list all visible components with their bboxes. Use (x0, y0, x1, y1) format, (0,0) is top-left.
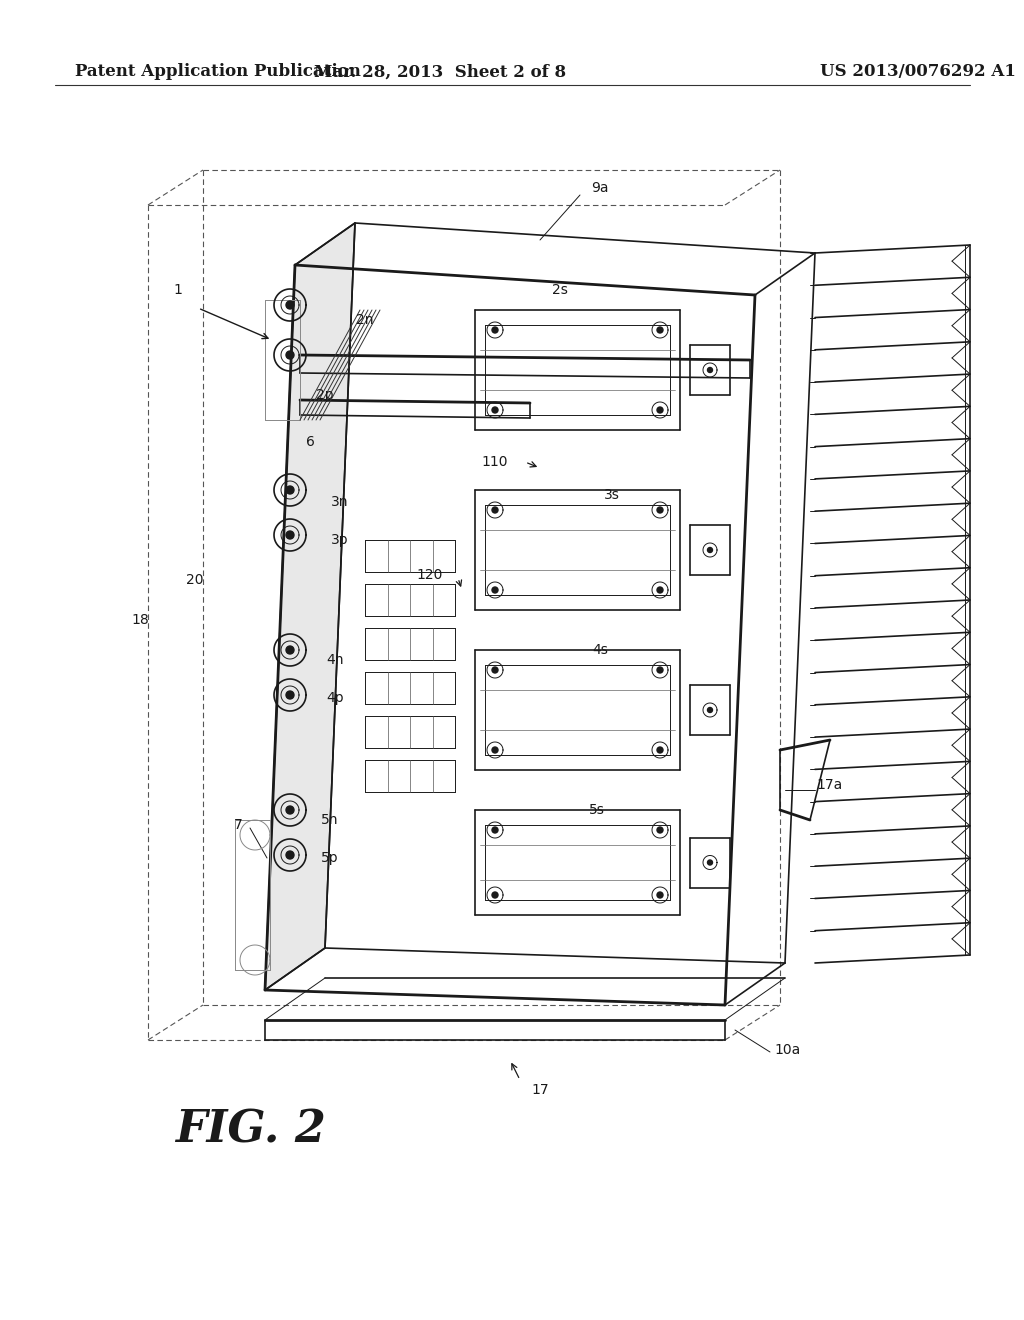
Text: 20: 20 (186, 573, 204, 587)
Text: 4p: 4p (327, 690, 344, 705)
Circle shape (657, 327, 663, 333)
Circle shape (708, 708, 713, 713)
Text: 2s: 2s (552, 282, 568, 297)
Text: Mar. 28, 2013  Sheet 2 of 8: Mar. 28, 2013 Sheet 2 of 8 (314, 63, 566, 81)
Text: 120: 120 (417, 568, 443, 582)
Circle shape (708, 861, 713, 865)
Circle shape (657, 747, 663, 752)
Circle shape (492, 327, 498, 333)
Circle shape (286, 531, 294, 539)
Text: 7: 7 (233, 818, 243, 832)
Text: Patent Application Publication: Patent Application Publication (75, 63, 360, 81)
Text: 9a: 9a (591, 181, 608, 195)
Text: US 2013/0076292 A1: US 2013/0076292 A1 (820, 63, 1016, 81)
Circle shape (657, 828, 663, 833)
Text: 4s: 4s (592, 643, 608, 657)
Text: 4n: 4n (327, 653, 344, 667)
Text: FIG. 2: FIG. 2 (175, 1109, 326, 1151)
Circle shape (492, 667, 498, 673)
Circle shape (492, 747, 498, 752)
Circle shape (286, 486, 294, 494)
Text: 3s: 3s (604, 488, 620, 502)
Circle shape (492, 407, 498, 413)
Circle shape (492, 587, 498, 593)
Text: 5p: 5p (322, 851, 339, 865)
Circle shape (708, 548, 713, 553)
Circle shape (492, 507, 498, 513)
Circle shape (657, 407, 663, 413)
Circle shape (657, 667, 663, 673)
Text: 6: 6 (305, 436, 314, 449)
Circle shape (286, 690, 294, 700)
Text: 5n: 5n (322, 813, 339, 828)
Circle shape (286, 807, 294, 814)
Text: 110: 110 (481, 455, 508, 469)
Circle shape (286, 645, 294, 653)
Circle shape (286, 301, 294, 309)
Text: 18: 18 (131, 612, 148, 627)
Circle shape (657, 892, 663, 898)
Circle shape (286, 351, 294, 359)
Text: 17a: 17a (817, 777, 843, 792)
Circle shape (657, 507, 663, 513)
Circle shape (492, 892, 498, 898)
Text: 5s: 5s (589, 803, 605, 817)
Circle shape (708, 367, 713, 372)
Circle shape (657, 587, 663, 593)
Text: 2n: 2n (356, 313, 374, 327)
Text: 10a: 10a (775, 1043, 801, 1057)
Text: 3n: 3n (331, 495, 349, 510)
Polygon shape (265, 223, 355, 990)
Circle shape (286, 851, 294, 859)
Text: 17: 17 (531, 1082, 549, 1097)
Text: 1: 1 (173, 282, 182, 297)
Text: 3p: 3p (331, 533, 349, 546)
Circle shape (492, 828, 498, 833)
Text: 2p: 2p (316, 388, 334, 403)
